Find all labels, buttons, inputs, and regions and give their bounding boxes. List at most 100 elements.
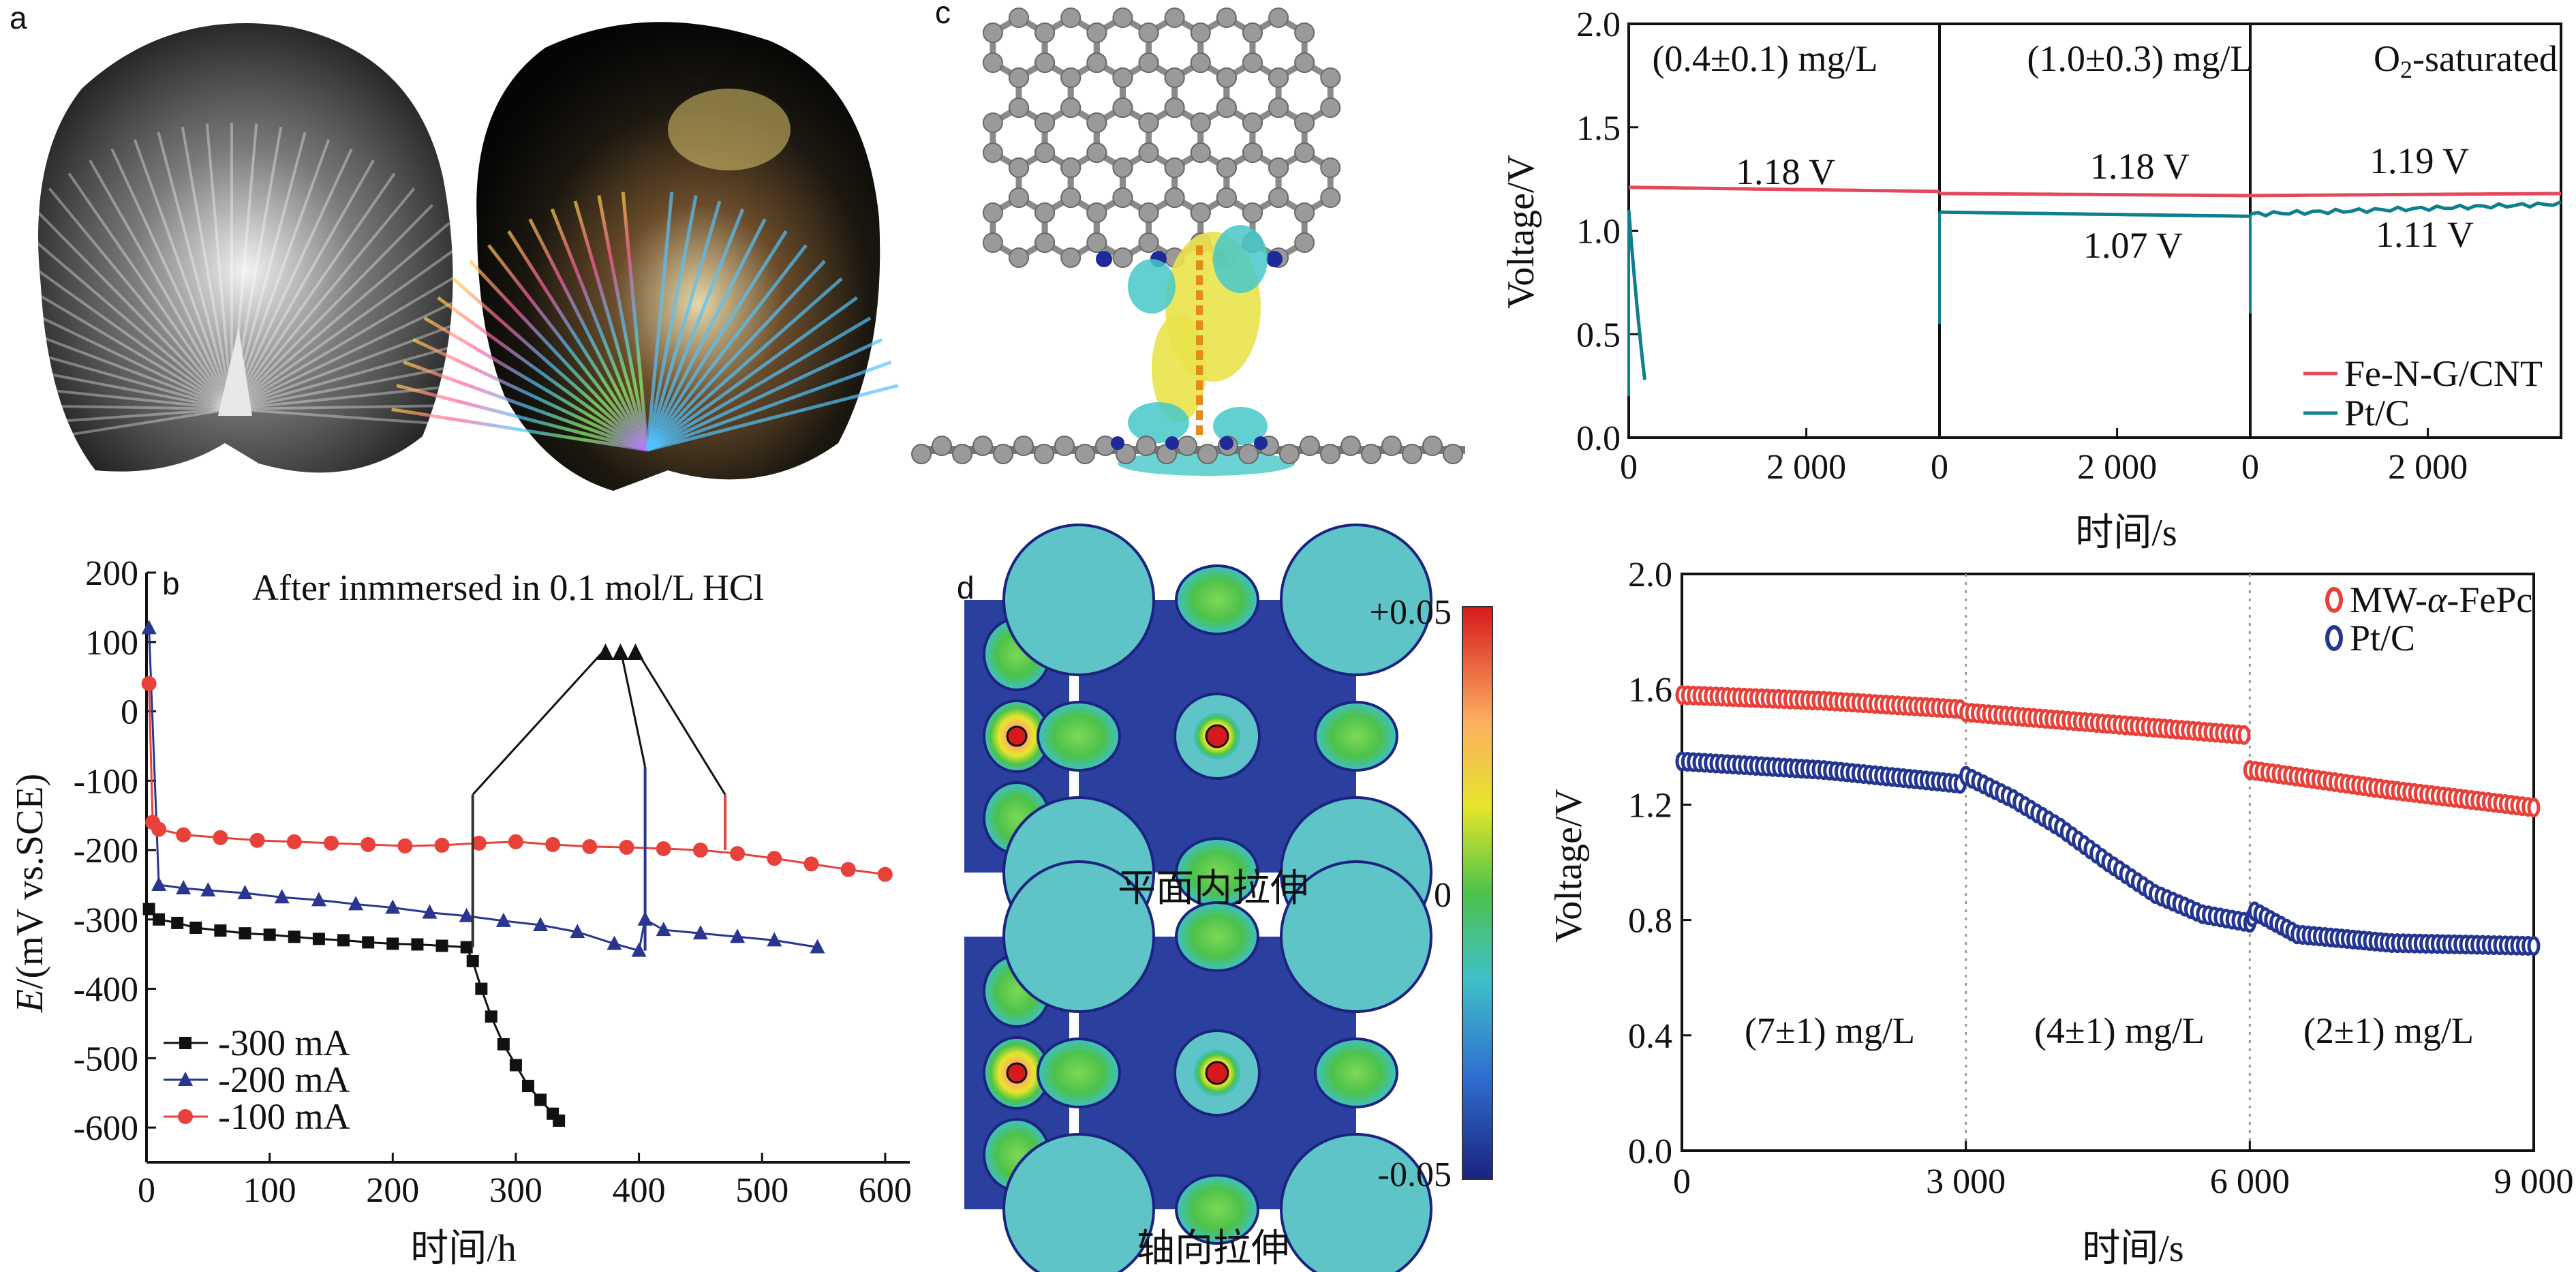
chart-b-point — [570, 924, 585, 939]
panel-c: c — [911, 0, 1465, 476]
chart-b-legend: -300 mA -200 mA -100 mA — [164, 1023, 350, 1137]
panel-label-a: a — [10, 0, 27, 35]
chart-d-xtick-label: 6 000 — [2210, 1162, 2290, 1201]
chart-b-point — [274, 889, 290, 904]
legend-b-marker-1 — [178, 1072, 193, 1086]
chart-b-point — [582, 838, 598, 854]
chart-b-xlabel: 时间/h — [410, 1228, 517, 1270]
chart-b-point — [810, 939, 825, 954]
panel-a: a — [0, 0, 899, 491]
chart-b-point — [386, 937, 399, 950]
chart-b-ytick-label: -200 — [74, 832, 138, 870]
chart-b-arrowhead — [612, 643, 629, 660]
chart-d-ytick-label: 1.2 — [1628, 786, 1672, 825]
legend-c-item-1: Pt/C — [2344, 393, 2410, 434]
chart-b-ytick-label: -400 — [74, 971, 138, 1010]
chart-b-point — [619, 839, 634, 855]
chart-b-point — [553, 1114, 566, 1127]
chart-b-ylabel-unit: /(mV vs.SCE) — [9, 774, 51, 989]
chart-b-point — [508, 834, 523, 849]
legend-marker-pt — [2325, 625, 2343, 651]
chart-c-xtick-label: 2 000 — [1766, 448, 1846, 487]
chart-b-point — [545, 836, 561, 852]
chart-b-series-line-1 — [148, 628, 818, 952]
chart-b-point — [361, 836, 376, 852]
chart-d-point — [2527, 936, 2541, 956]
chart-b-point — [263, 928, 276, 941]
chart-b-point — [485, 1010, 497, 1023]
chart-b-xtick-label: 200 — [366, 1171, 419, 1210]
chart-b-point — [200, 882, 216, 897]
panel-b: b After inmmersed in 0.1 mol/L HCl 0 100 2… — [9, 554, 912, 1270]
colorbar: +0.05 0 -0.05 — [1370, 593, 1493, 1194]
chart-b-point — [141, 620, 157, 635]
chart-d-point — [2237, 725, 2251, 745]
chart-b-point — [348, 896, 364, 911]
annotation-pt-seg1: 1.07 V — [2083, 225, 2183, 266]
chart-b-point — [239, 927, 251, 940]
chart-b-arrow — [472, 648, 607, 796]
panel-label-c: c — [935, 0, 951, 30]
chart-top-right-ylabel: Voltage/V — [1500, 155, 1542, 309]
chart-b-point — [692, 925, 708, 940]
chart-c-series-0 — [1939, 192, 2251, 198]
chart-b-point — [397, 838, 413, 853]
chart-d-ytick-label: 0.0 — [1628, 1132, 1672, 1171]
chart-b-point — [631, 942, 647, 957]
chart-bottom-right-ylabel: Voltage/V — [1548, 789, 1590, 943]
region-label-2: (2±1) mg/L — [2303, 1010, 2474, 1051]
chart-b-ytick-label: -300 — [74, 901, 138, 940]
graphene-sheet — [911, 436, 1465, 464]
chart-d-xtick-label: 3 000 — [1926, 1162, 2006, 1201]
legend-b-item-1: -200 mA — [218, 1059, 350, 1100]
chart-c-ytick-label: 0.5 — [1576, 316, 1621, 354]
annotation-pt-seg2: 1.11 V — [2376, 214, 2474, 255]
legend-b-marker-0 — [179, 1037, 191, 1049]
panel-d: d 平面内拉伸 轴向拉伸 +0.05 0 -0.05 — [957, 524, 1493, 1272]
label-axial-stretch: 轴向拉伸 — [1137, 1228, 1289, 1270]
chart-b-ytick-label: 0 — [121, 693, 138, 732]
chart-b-xtick-label: 500 — [735, 1171, 788, 1210]
chart-b-point — [435, 939, 448, 952]
legend-d-item-0-prefix: MW- — [2350, 579, 2427, 620]
chart-b-point — [497, 1038, 510, 1050]
chart-c-series-0 — [2250, 192, 2562, 198]
legend-d-item-0: MW-α-FePc — [2350, 579, 2532, 620]
chart-d-xtick-label: 9 000 — [2494, 1162, 2574, 1201]
chart-b-ylabel-symbol: E — [9, 989, 51, 1013]
chart-b-arrowhead — [597, 643, 614, 660]
chart-b-point — [495, 912, 511, 927]
chart-b-ytick-label: -100 — [74, 762, 138, 801]
chart-b-xtick-label: 100 — [243, 1171, 296, 1210]
panel-label-d: d — [957, 570, 975, 605]
annotation-fe-seg1: 1.18 V — [2090, 146, 2190, 187]
chart-b-point — [151, 821, 167, 837]
legend-d-item-1: Pt/C — [2350, 618, 2415, 658]
chart-b-point — [237, 885, 253, 900]
chart-b-point — [803, 856, 819, 872]
chart-b-xtick-label: 0 — [138, 1171, 155, 1210]
legend-b-marker-2 — [178, 1109, 193, 1124]
chart-c-ytick-label: 2.0 — [1576, 5, 1621, 44]
chart-b-arrow — [634, 648, 726, 796]
photo-grayscale — [0, 23, 518, 473]
chart-b-point — [730, 846, 746, 862]
chart-b-ytick-label: 200 — [85, 554, 138, 593]
chart-bottom-right-legend: MW-α-FePc Pt/C — [2325, 579, 2532, 658]
chart-b-point — [767, 932, 782, 947]
chart-b-point — [460, 941, 473, 954]
chart-b-point — [471, 835, 487, 851]
photo-color — [391, 22, 899, 491]
chart-b-point — [534, 1093, 547, 1106]
chart-c-ytick-label: 1.0 — [1576, 213, 1621, 252]
chart-b-xtick-label: 600 — [859, 1171, 912, 1210]
chart-b-point — [312, 933, 325, 945]
chart-c-xtick-label: 0 — [2241, 448, 2259, 487]
chart-b-point — [475, 982, 488, 995]
chart-b-title: After inmmersed in 0.1 mol/L HCl — [252, 567, 764, 608]
chart-b-point — [692, 843, 708, 858]
legend-c-item-0: Fe-N-G/CNT — [2344, 353, 2543, 394]
legend-b-item-2: -100 mA — [218, 1096, 350, 1137]
chart-b-ylabel: E/(mV vs.SCE) — [9, 774, 51, 1014]
chart-d-ytick-label: 2.0 — [1628, 556, 1672, 594]
